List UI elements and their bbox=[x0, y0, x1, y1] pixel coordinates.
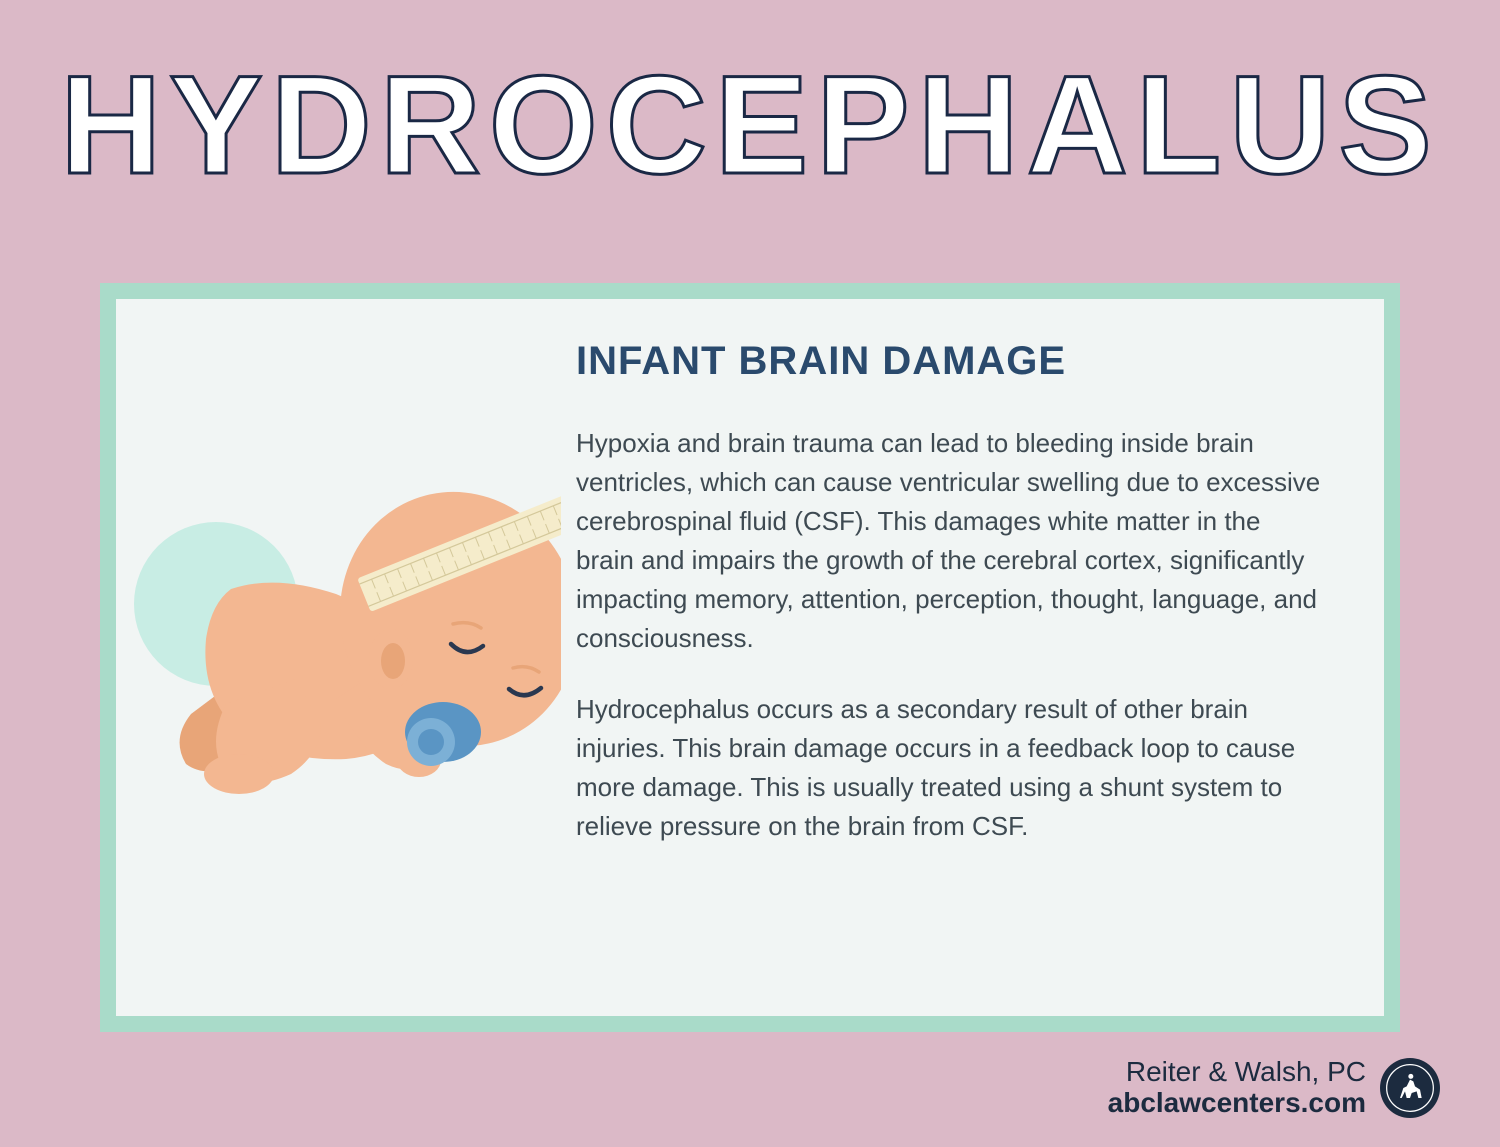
text-block: INFANT BRAIN DAMAGE Hypoxia and brain tr… bbox=[576, 339, 1324, 878]
baby-icon bbox=[121, 444, 561, 814]
main-title-text: HYDROCEPHALUS bbox=[60, 46, 1440, 203]
main-title: HYDROCEPHALUS bbox=[0, 0, 1500, 195]
footer-company: Reiter & Walsh, PC bbox=[1108, 1057, 1366, 1088]
baby-illustration bbox=[121, 444, 561, 814]
footer-logo-icon bbox=[1380, 1058, 1440, 1118]
footer-url: abclawcenters.com bbox=[1108, 1088, 1366, 1119]
subtitle: INFANT BRAIN DAMAGE bbox=[576, 339, 1324, 384]
paragraph-2: Hydrocephalus occurs as a secondary resu… bbox=[576, 690, 1324, 846]
paragraph-1: Hypoxia and brain trauma can lead to ble… bbox=[576, 424, 1324, 658]
content-panel: INFANT BRAIN DAMAGE Hypoxia and brain tr… bbox=[100, 283, 1400, 1032]
footer-text: Reiter & Walsh, PC abclawcenters.com bbox=[1108, 1057, 1366, 1119]
footer: Reiter & Walsh, PC abclawcenters.com bbox=[1108, 1057, 1440, 1119]
